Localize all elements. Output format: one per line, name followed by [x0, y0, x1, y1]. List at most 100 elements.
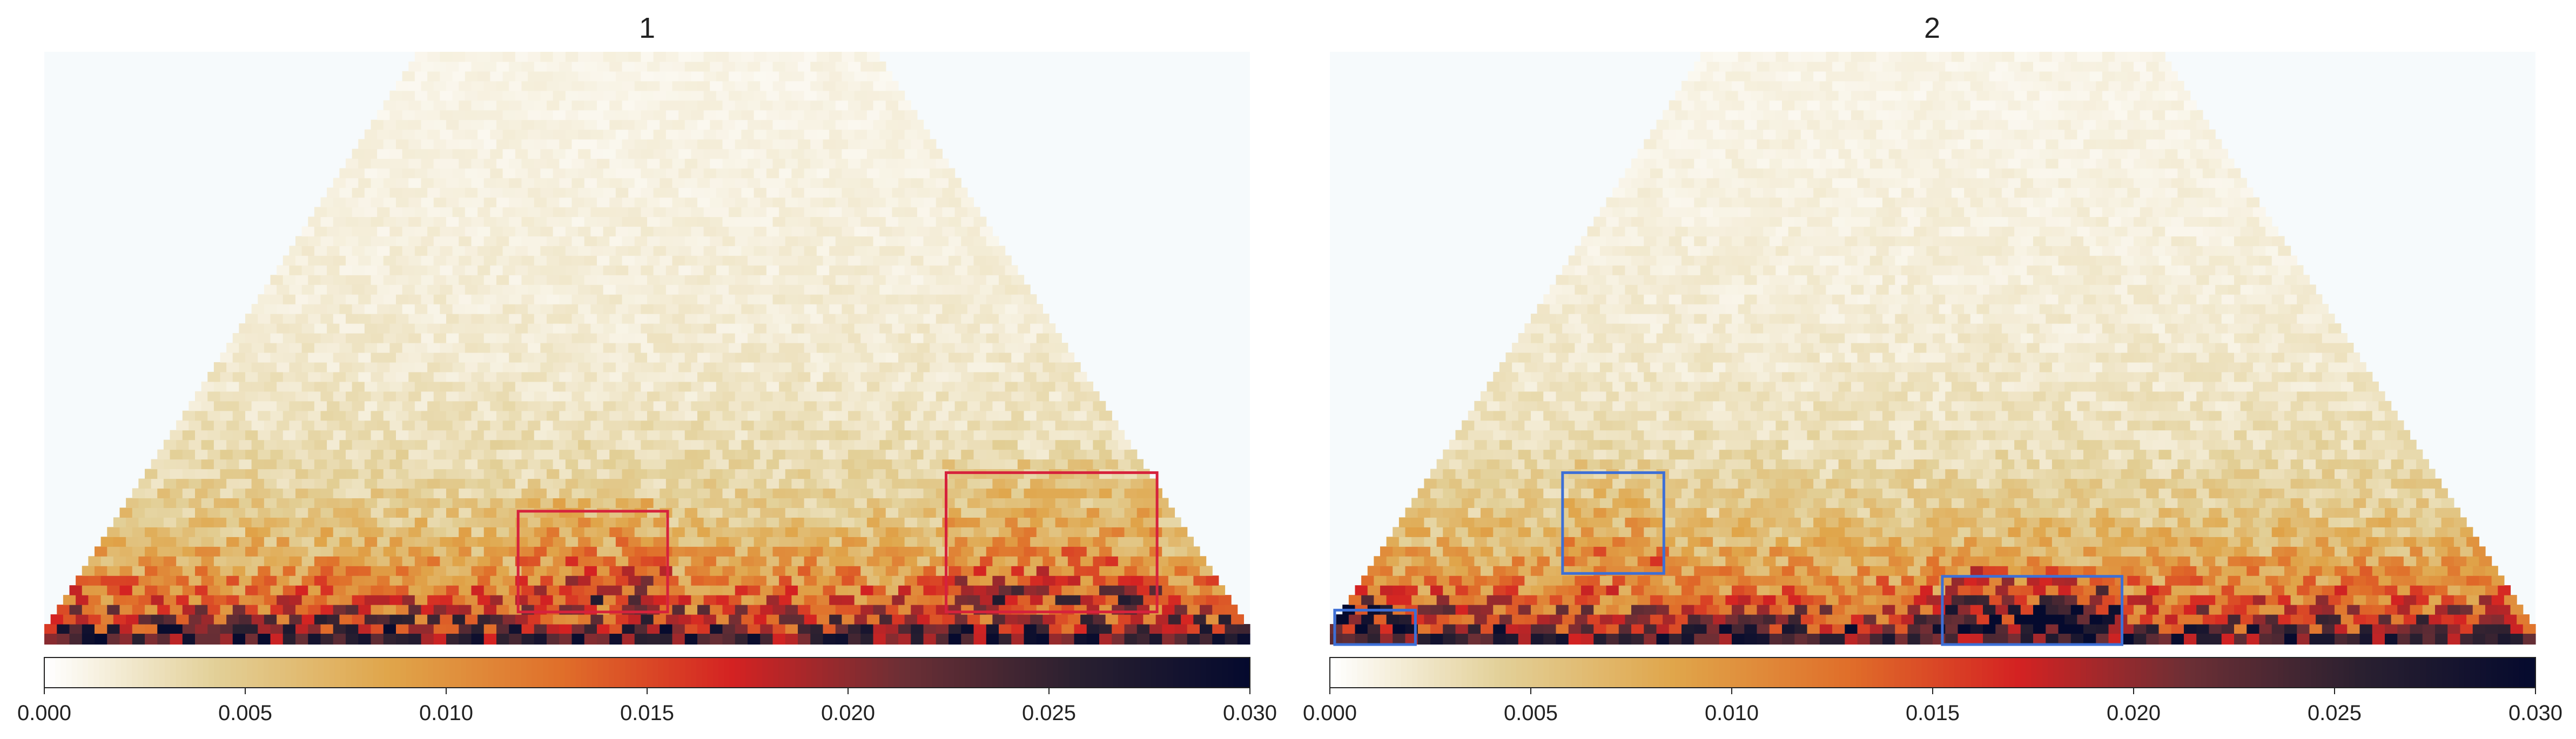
colorbar-segment [587, 657, 593, 688]
heatmap-cell [471, 100, 485, 111]
heatmap-cell [665, 129, 679, 140]
heatmap-cell [628, 110, 641, 120]
colorbar-segment [362, 657, 368, 688]
heatmap-cell [565, 168, 579, 179]
heatmap-cell [748, 449, 761, 460]
heatmap-cell [1970, 624, 1983, 634]
heatmap-cell [1042, 478, 1056, 489]
heatmap-cell [346, 197, 359, 208]
heatmap-cell [2008, 585, 2021, 595]
heatmap-cell [729, 110, 742, 120]
heatmap-cell [672, 119, 685, 130]
heatmap-cell [339, 575, 353, 586]
heatmap-cell [628, 420, 641, 431]
heatmap-cell [1074, 430, 1087, 440]
heatmap-cell [973, 236, 987, 246]
heatmap-cell [477, 362, 490, 372]
heatmap-cell [967, 265, 980, 275]
heatmap-cell [333, 391, 346, 402]
heatmap-cell [2479, 595, 2492, 605]
heatmap-cell [791, 614, 805, 625]
heatmap-cell [1212, 605, 1226, 615]
heatmap-cell [559, 449, 573, 460]
heatmap-cell [992, 420, 1006, 431]
heatmap-cell [1099, 546, 1112, 557]
heatmap-cell [873, 430, 886, 440]
heatmap-cell [1086, 527, 1100, 537]
heatmap-cell [270, 624, 284, 634]
heatmap-cell [2121, 566, 2134, 576]
heatmap-cell [383, 469, 396, 479]
heatmap-cell [427, 246, 440, 256]
heatmap-cell [433, 178, 447, 188]
heatmap-cell [490, 323, 503, 334]
heatmap-cell [1093, 575, 1106, 586]
heatmap-cell [578, 498, 591, 509]
heatmap-cell [710, 410, 723, 421]
heatmap-cell [954, 420, 968, 431]
heatmap-cell [477, 90, 490, 101]
heatmap-cell [270, 507, 284, 518]
heatmap-diagonal-cell [57, 634, 70, 645]
heatmap-cell [961, 216, 974, 227]
heatmap-cell [735, 197, 748, 208]
heatmap-cell [942, 284, 956, 295]
heatmap-cell [735, 624, 748, 634]
heatmap-cell [553, 575, 566, 586]
heatmap-cell [609, 371, 623, 382]
heatmap-cell [289, 323, 302, 334]
heatmap-cell [622, 527, 635, 537]
heatmap-cell [339, 246, 353, 256]
heatmap-cell [917, 187, 930, 198]
heatmap-cell [1118, 537, 1131, 547]
heatmap-cell [1386, 556, 1400, 566]
heatmap-cell [1481, 585, 1494, 595]
heatmap-cell [1869, 605, 1883, 615]
heatmap-cell [898, 100, 911, 111]
heatmap-cell [936, 294, 949, 304]
heatmap-cell [270, 469, 284, 479]
heatmap-cell [986, 391, 999, 402]
heatmap-cell [1393, 566, 1406, 576]
heatmap-diagonal-cell [396, 634, 409, 645]
heatmap-cell [634, 566, 648, 576]
heatmap-cell [578, 148, 591, 159]
heatmap-cell [986, 449, 999, 460]
heatmap-cell [691, 246, 704, 256]
heatmap-cell [748, 430, 761, 440]
heatmap-cell [333, 430, 346, 440]
heatmap-cell [232, 469, 246, 479]
heatmap-cell [477, 498, 490, 509]
heatmap-cell [2158, 566, 2172, 576]
colorbar-tick-label: 0.030 [1223, 701, 1277, 725]
heatmap-cell [697, 449, 710, 460]
heatmap-diagonal-cell [496, 634, 509, 645]
heatmap-cell [917, 537, 930, 547]
heatmap-cell [251, 537, 265, 547]
heatmap-cell [641, 148, 654, 159]
heatmap-cell [327, 187, 340, 198]
heatmap-cell [189, 614, 202, 625]
heatmap-cell [289, 575, 302, 586]
heatmap-cell [396, 275, 409, 285]
heatmap-cell [1155, 595, 1169, 605]
heatmap-cell [289, 439, 302, 450]
heatmap-cell [1568, 605, 1582, 615]
heatmap-cell [339, 420, 353, 431]
heatmap-cell [923, 216, 937, 227]
colorbar-segment [729, 657, 736, 688]
heatmap-cell [1512, 595, 1525, 605]
heatmap-cell [1143, 498, 1156, 509]
colorbar-segment [1167, 657, 1174, 688]
heatmap-cell [465, 343, 478, 353]
heatmap-cell [521, 566, 535, 576]
colorbar-segment [778, 657, 785, 688]
heatmap-cell [207, 546, 221, 557]
heatmap-cell [898, 391, 911, 402]
heatmap-cell [892, 284, 905, 295]
heatmap-cell [854, 90, 867, 101]
heatmap-cell [1099, 527, 1112, 537]
heatmap-cell [823, 624, 836, 634]
heatmap-cell [1462, 595, 1475, 605]
heatmap-cell [553, 129, 566, 140]
